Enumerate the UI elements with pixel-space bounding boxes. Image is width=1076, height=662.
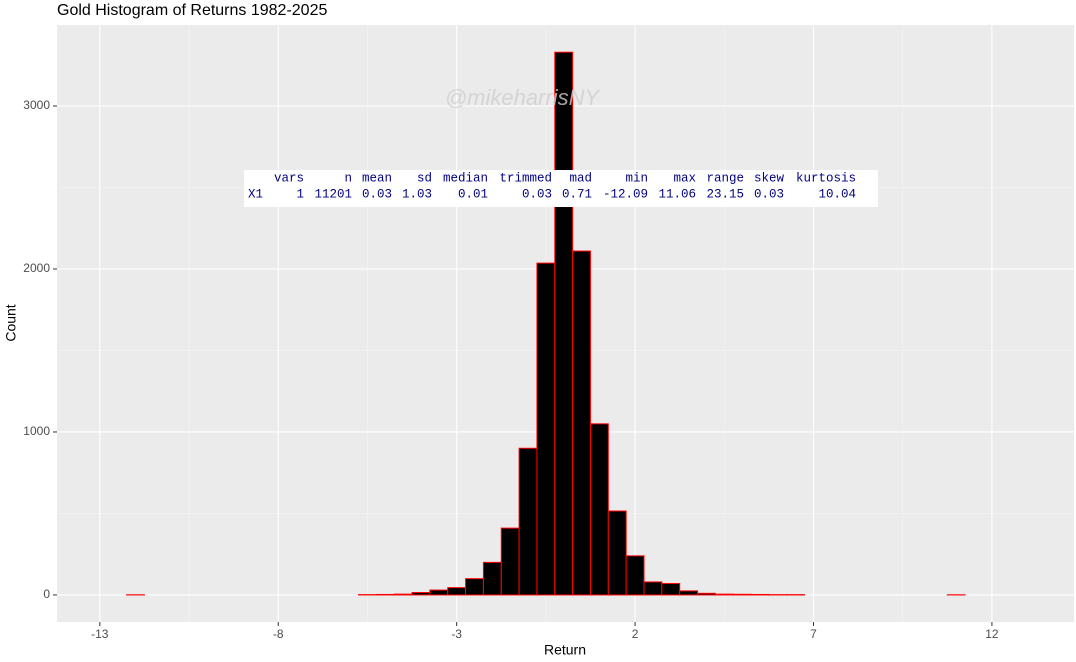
stats-header: kurtosis: [796, 171, 856, 185]
histogram-bar: [697, 592, 716, 596]
stats-cell: 0.71: [562, 187, 592, 201]
stats-table: vars n mean sd median trimmed mad min max range sk…: [244, 170, 878, 207]
histogram-bar: [572, 250, 591, 596]
histogram-bar: [465, 578, 484, 596]
histogram-bar: [714, 593, 734, 596]
stats-header: sd: [417, 171, 432, 185]
stats-table-box: [244, 170, 878, 207]
y-tick-label: 3000: [23, 98, 50, 112]
y-tick-label: 2000: [23, 261, 50, 275]
x-tick-label: -13: [91, 627, 109, 641]
stats-header: vars: [274, 171, 304, 185]
stats-header: range: [706, 171, 744, 185]
stats-header: mad: [569, 171, 592, 185]
stats-cell: 11201: [314, 187, 352, 201]
stats-header: max: [673, 171, 696, 185]
stats-row-name: X1: [248, 187, 263, 201]
histogram-bar: [554, 51, 574, 596]
x-tick-label: 2: [632, 627, 639, 641]
x-tick-label: 12: [985, 627, 999, 641]
histogram-bar: [393, 593, 413, 596]
x-tick-label: 7: [810, 627, 817, 641]
histogram-bar: [447, 587, 467, 596]
histogram-bar: [732, 593, 752, 596]
x-tick-label: -8: [273, 627, 284, 641]
histogram-bar: [518, 447, 538, 596]
stats-header: n: [344, 171, 352, 185]
stats-cell: -12.09: [603, 187, 648, 201]
stats-cell: 1.03: [402, 187, 432, 201]
stats-cell: 0.03: [362, 187, 392, 201]
histogram-bar: [625, 555, 645, 596]
stats-cell: 1: [296, 187, 304, 201]
stats-cell: 10.04: [818, 187, 856, 201]
x-axis-label: Return: [544, 642, 586, 658]
histogram-bar: [411, 592, 431, 596]
x-tick-label: -3: [451, 627, 462, 641]
histogram-bar: [607, 510, 627, 596]
stats-cell: 11.06: [658, 187, 696, 201]
stats-cell: 0.03: [754, 187, 784, 201]
histogram-bar: [589, 423, 609, 596]
y-axis-label: Count: [3, 304, 19, 341]
stats-header: mean: [362, 171, 392, 185]
y-tick-label: 1000: [23, 424, 50, 438]
stats-header: skew: [754, 171, 785, 185]
watermark: @mikeharrisNY: [445, 85, 601, 110]
stats-cell: 0.03: [522, 187, 552, 201]
histogram-bar: [482, 561, 502, 596]
histogram-bar: [679, 590, 699, 596]
histogram-bar: [536, 262, 556, 596]
chart-title: Gold Histogram of Returns 1982-2025: [57, 2, 327, 19]
histogram-bar: [500, 527, 520, 596]
stats-header: median: [443, 171, 488, 185]
histogram-bar: [661, 583, 681, 596]
y-tick-label: 0: [43, 587, 50, 601]
stats-header: trimmed: [499, 171, 552, 185]
histogram-bar: [429, 589, 449, 596]
stats-cell: 23.15: [706, 187, 744, 201]
stats-cell: 0.01: [458, 187, 488, 201]
stats-header: min: [625, 171, 648, 185]
histogram-bar: [643, 581, 663, 596]
